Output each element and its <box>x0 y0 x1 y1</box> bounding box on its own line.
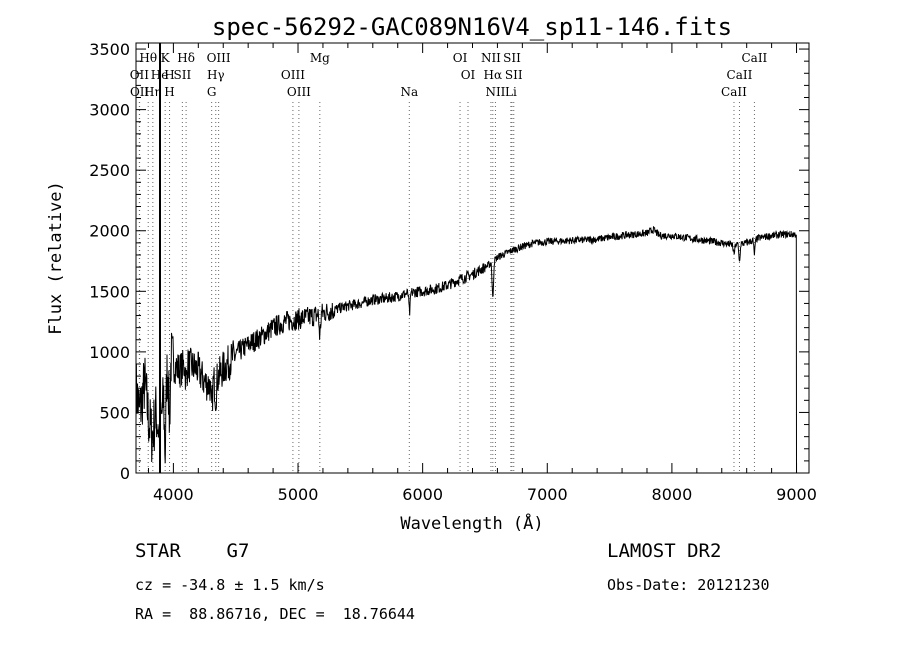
object-class: STAR <box>135 540 181 562</box>
line-marker-label: H <box>164 85 174 99</box>
line-marker-label: Hθ <box>139 51 157 65</box>
y-tick-label: 3500 <box>89 40 130 59</box>
line-marker-label: Hγ <box>207 68 225 82</box>
line-marker-label: SII <box>505 68 523 82</box>
line-marker-label: SII <box>503 51 521 65</box>
x-tick-label: 4000 <box>153 485 194 504</box>
object-subclass: G7 <box>226 540 250 562</box>
redshift-velocity: cz = -34.8 ± 1.5 km/s <box>135 576 325 594</box>
line-marker-label: CaII <box>741 51 767 65</box>
line-marker-label: H <box>164 68 174 82</box>
line-marker-label: OII <box>130 85 150 99</box>
line-marker-label: OIII <box>207 51 231 65</box>
line-marker-label: Na <box>400 85 418 99</box>
line-marker-label: Li <box>505 85 517 99</box>
line-marker-label: G <box>207 85 217 99</box>
chart-title: spec-56292-GAC089N16V4_sp11-146.fits <box>212 13 732 41</box>
line-marker-label: OIII <box>287 85 311 99</box>
x-tick-label: 7000 <box>527 485 568 504</box>
y-tick-label: 500 <box>99 403 130 422</box>
line-marker-label: CaII <box>727 68 753 82</box>
line-marker-label: CaII <box>721 85 747 99</box>
x-tick-label: 8000 <box>652 485 693 504</box>
line-marker-label: OI <box>453 51 468 65</box>
y-tick-label: 2000 <box>89 222 130 241</box>
ra-dec-coordinates: RA = 88.86716, DEC = 18.76644 <box>135 605 415 623</box>
line-marker-label: NII <box>485 85 505 99</box>
object-class-line: STAR G7 <box>135 540 249 562</box>
y-tick-label: 1500 <box>89 282 130 301</box>
x-tick-label: 6000 <box>402 485 443 504</box>
x-axis-label: Wavelength (Å) <box>400 512 543 534</box>
spectrum-line <box>135 226 797 474</box>
line-marker-label: OI <box>461 68 476 82</box>
observation-date: Obs-Date: 20121230 <box>607 576 770 594</box>
line-marker-label: SII <box>174 68 192 82</box>
y-tick-label: 2500 <box>89 161 130 180</box>
line-marker-label: Hα <box>484 68 503 82</box>
line-marker-label: OII <box>130 68 150 82</box>
x-tick-label: 5000 <box>278 485 319 504</box>
line-markers: HθKHδOIIIMgOINIISIICaIIOIIHeHSIIHγOIIIOI… <box>130 51 768 473</box>
line-marker-label: Hη <box>144 85 162 99</box>
line-marker-label: OIII <box>281 68 305 82</box>
y-tick-label: 0 <box>120 464 130 483</box>
y-axis-label: Flux (relative) <box>46 181 66 335</box>
y-tick-label: 1000 <box>89 343 130 362</box>
survey-name: LAMOST DR2 <box>607 540 722 562</box>
plot-frame <box>135 42 810 474</box>
line-marker-label: K <box>161 51 171 65</box>
y-tick-label: 3000 <box>89 101 130 120</box>
line-marker-label: NII <box>481 51 501 65</box>
line-marker-label: Mg <box>310 51 330 65</box>
x-tick-label: 9000 <box>776 485 817 504</box>
axes: 4000 5000 6000 7000 8000 9000 0 500 1000 1500 2000… <box>89 40 817 504</box>
line-marker-label: Hδ <box>177 51 195 65</box>
